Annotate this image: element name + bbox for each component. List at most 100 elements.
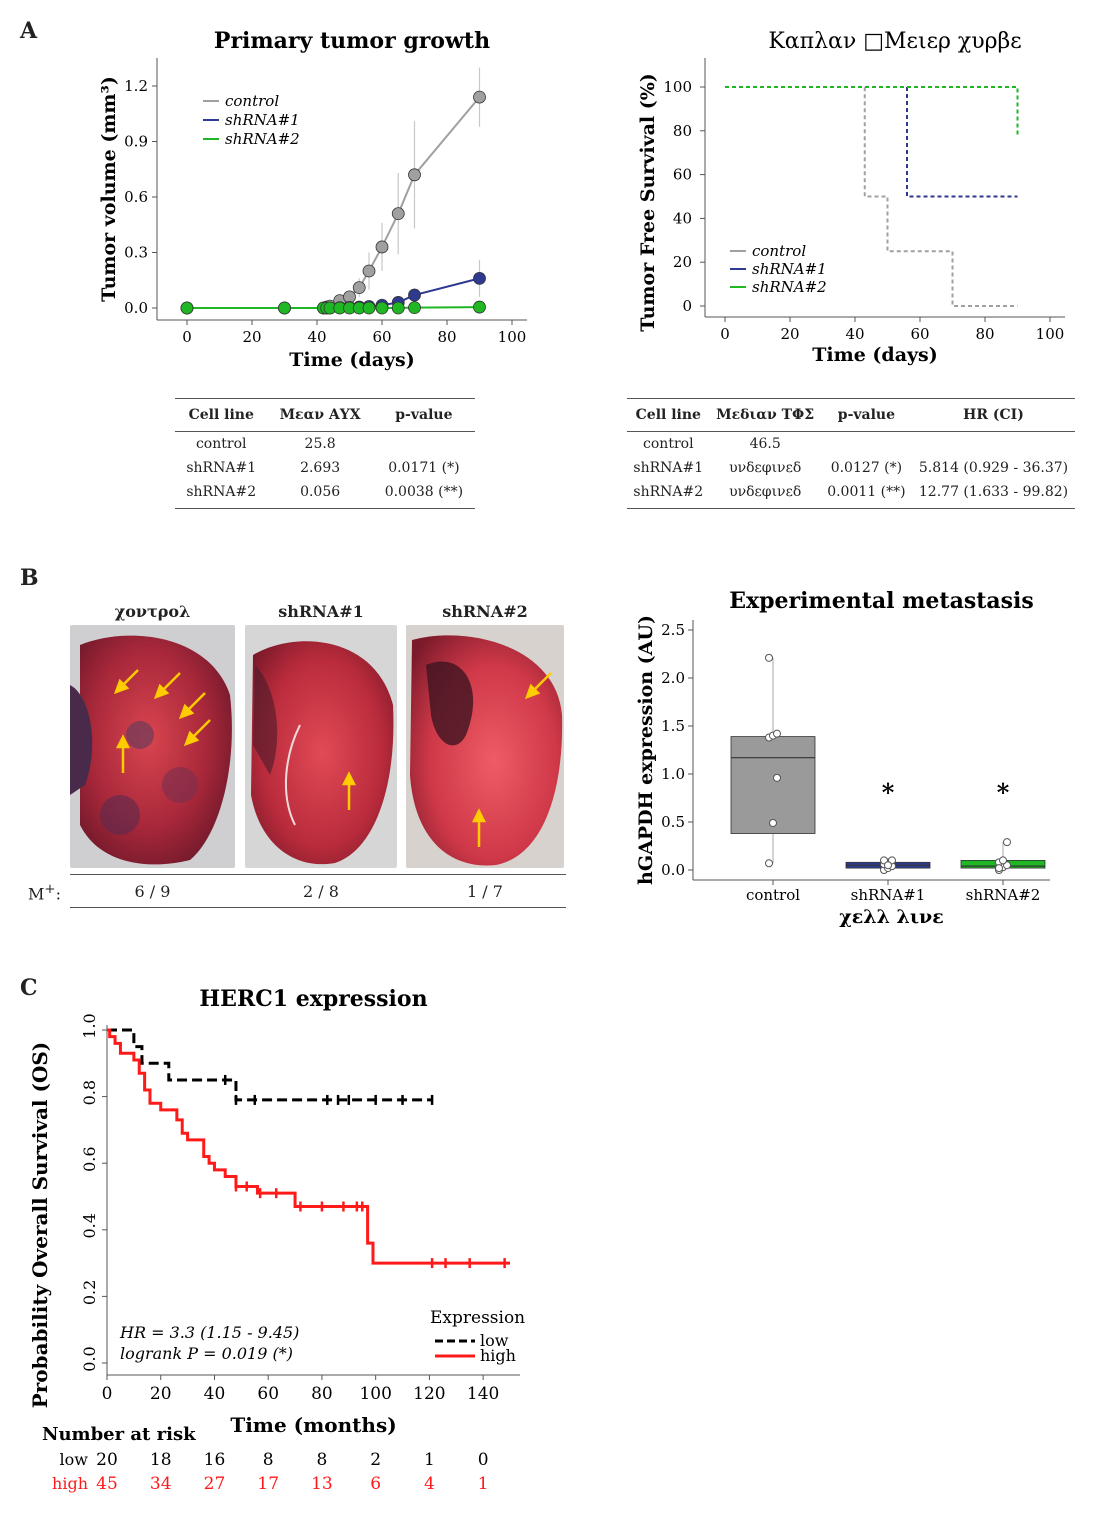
metastasis-arrows — [341, 771, 357, 810]
table-cell — [912, 432, 1075, 457]
data-point — [352, 281, 366, 295]
risk-value: 13 — [311, 1474, 333, 1494]
lung-photo-shrna2 — [406, 625, 564, 868]
data-point — [408, 168, 421, 182]
growth-header-pvalue: p-value — [372, 398, 475, 432]
y-tick-label: 60 — [673, 166, 692, 184]
x-tick-label: 40 — [204, 1384, 226, 1404]
data-point — [362, 301, 376, 315]
metastasis-arrows — [113, 669, 211, 773]
box-point — [773, 773, 781, 782]
table-row: shRNA#1 υνδεφινεδ 0.0127 (*) 5.814 (0.92… — [627, 456, 1075, 480]
mplus-label: M+: — [28, 882, 61, 904]
table-cell: 0.0171 (*) — [388, 460, 460, 476]
risk-value: 45 — [96, 1474, 118, 1494]
box-point — [995, 864, 1003, 873]
growth-header-cell-line: Cell line — [175, 398, 268, 432]
risk-value: 4 — [424, 1474, 435, 1494]
x-tick-label: 20 — [242, 328, 261, 346]
table-cell: control — [195, 436, 247, 452]
box-point — [773, 729, 781, 738]
growth-header-mean: Μεαν ΑΥΧ — [267, 398, 373, 432]
box-point — [999, 856, 1007, 865]
x-tick-label: 60 — [257, 1384, 279, 1404]
legend-label: shRNA#2 — [752, 278, 827, 296]
significance-label: * — [997, 778, 1010, 807]
growth-stats-table: Cell line Μεαν ΑΥΧ p-value control 25.8 … — [175, 398, 475, 509]
table-cell: shRNA#2 — [175, 480, 268, 509]
experimental-metastasis-chart: Experimental metastasis 0.0 0.5 1.0 1.5 2.0 2.… — [635, 588, 1050, 928]
y-tick-label: 40 — [673, 209, 692, 227]
risk-value: 8 — [317, 1450, 328, 1470]
lung-label-shrna1: shRNA#1 — [278, 602, 364, 621]
data-point — [473, 300, 486, 314]
x-tick-label: 20 — [150, 1384, 172, 1404]
data-point — [375, 240, 389, 254]
lung-photo-control — [70, 625, 235, 868]
risk-value: 16 — [204, 1450, 226, 1470]
chart-title: Primary tumor growth — [214, 28, 490, 54]
y-tick-label: 1.5 — [661, 717, 685, 735]
x-tick-label: 80 — [311, 1384, 333, 1404]
table-cell — [821, 432, 912, 457]
x-tick-label: 80 — [437, 328, 456, 346]
mplus-count-control: 6 / 9 — [134, 882, 171, 901]
table-cell: shRNA#1 — [633, 460, 704, 476]
chart-title: Experimental metastasis — [729, 588, 1034, 614]
y-tick-label: 20 — [673, 253, 692, 271]
box-point — [1003, 838, 1011, 847]
y-axis-label: Probability Overall Survival (OS) — [28, 1042, 52, 1409]
lung-label-shrna2: shRNA#2 — [442, 602, 528, 621]
table-cell: 0.0127 (*) — [830, 460, 903, 476]
y-tick-label: 0.2 — [80, 1280, 99, 1305]
chart-title: Καπλαν □Μειερ χυρβε — [768, 29, 1021, 54]
risk-row-label: high — [52, 1474, 88, 1493]
x-tick-label: 100 — [1036, 325, 1065, 343]
series-line-shRNA#2 — [725, 86, 1019, 138]
table-row: control 25.8 — [175, 432, 475, 457]
mplus-count-shrna2: 1 / 7 — [467, 882, 503, 901]
table-cell: 5.814 (0.929 - 36.37) — [918, 460, 1069, 476]
risk-value: 0 — [478, 1450, 489, 1470]
y-tick-label: 0.6 — [124, 188, 148, 206]
risk-value: 17 — [257, 1474, 279, 1494]
risk-value: 6 — [370, 1474, 381, 1494]
box-control — [730, 736, 816, 834]
table-row: control 46.5 — [627, 432, 1075, 457]
kaplan-meier-tfs-chart: Καπλαν □Μειερ χυρβε 0 20 40 60 80 100 0 20 40 60 80… — [637, 29, 1065, 366]
legend-title: Expression — [430, 1308, 525, 1328]
table-cell — [373, 432, 475, 457]
significance-label: * — [882, 778, 895, 807]
y-axis-label: hGAPDH expression (AU) — [635, 615, 657, 885]
table-row: shRNA#2 υνδεφινεδ 0.0011 (**) 12.77 (1.6… — [627, 480, 1075, 509]
legend-label: shRNA#2 — [225, 130, 300, 148]
box-point — [884, 861, 892, 870]
y-tick-label: 0.0 — [124, 299, 148, 317]
y-axis-label: Tumor volume (mm³) — [98, 76, 120, 302]
table-cell: 0.056 — [267, 480, 373, 509]
y-tick-label: 2.0 — [661, 669, 685, 687]
km-header-hr: HR (CI) — [912, 398, 1075, 432]
x-axis-label: Time (months) — [230, 1413, 396, 1437]
series-line-high — [107, 1028, 510, 1265]
chart-title: HERC1 expression — [199, 986, 427, 1012]
data-point — [362, 264, 376, 278]
table-cell: 25.8 — [304, 436, 336, 452]
lung-label-control: χοντρολ — [114, 602, 191, 621]
risk-value: 34 — [150, 1474, 172, 1494]
y-tick-label: 1.0 — [661, 765, 685, 783]
x-tick-label: 100 — [359, 1384, 391, 1404]
x-tick-label: 140 — [467, 1384, 499, 1404]
data-point — [180, 301, 194, 315]
box-point — [765, 653, 773, 662]
y-tick-label: 80 — [673, 122, 692, 140]
legend-label: control — [225, 92, 279, 110]
x-tick-label: 60 — [372, 328, 391, 346]
panel-letter-c: C — [20, 975, 38, 1001]
x-tick-label: 60 — [910, 325, 929, 343]
y-tick-label: 0.0 — [661, 861, 685, 879]
risk-row-label: low — [60, 1450, 89, 1469]
risk-value: 8 — [263, 1450, 274, 1470]
x-tick-label: shRNA#1 — [851, 886, 926, 904]
